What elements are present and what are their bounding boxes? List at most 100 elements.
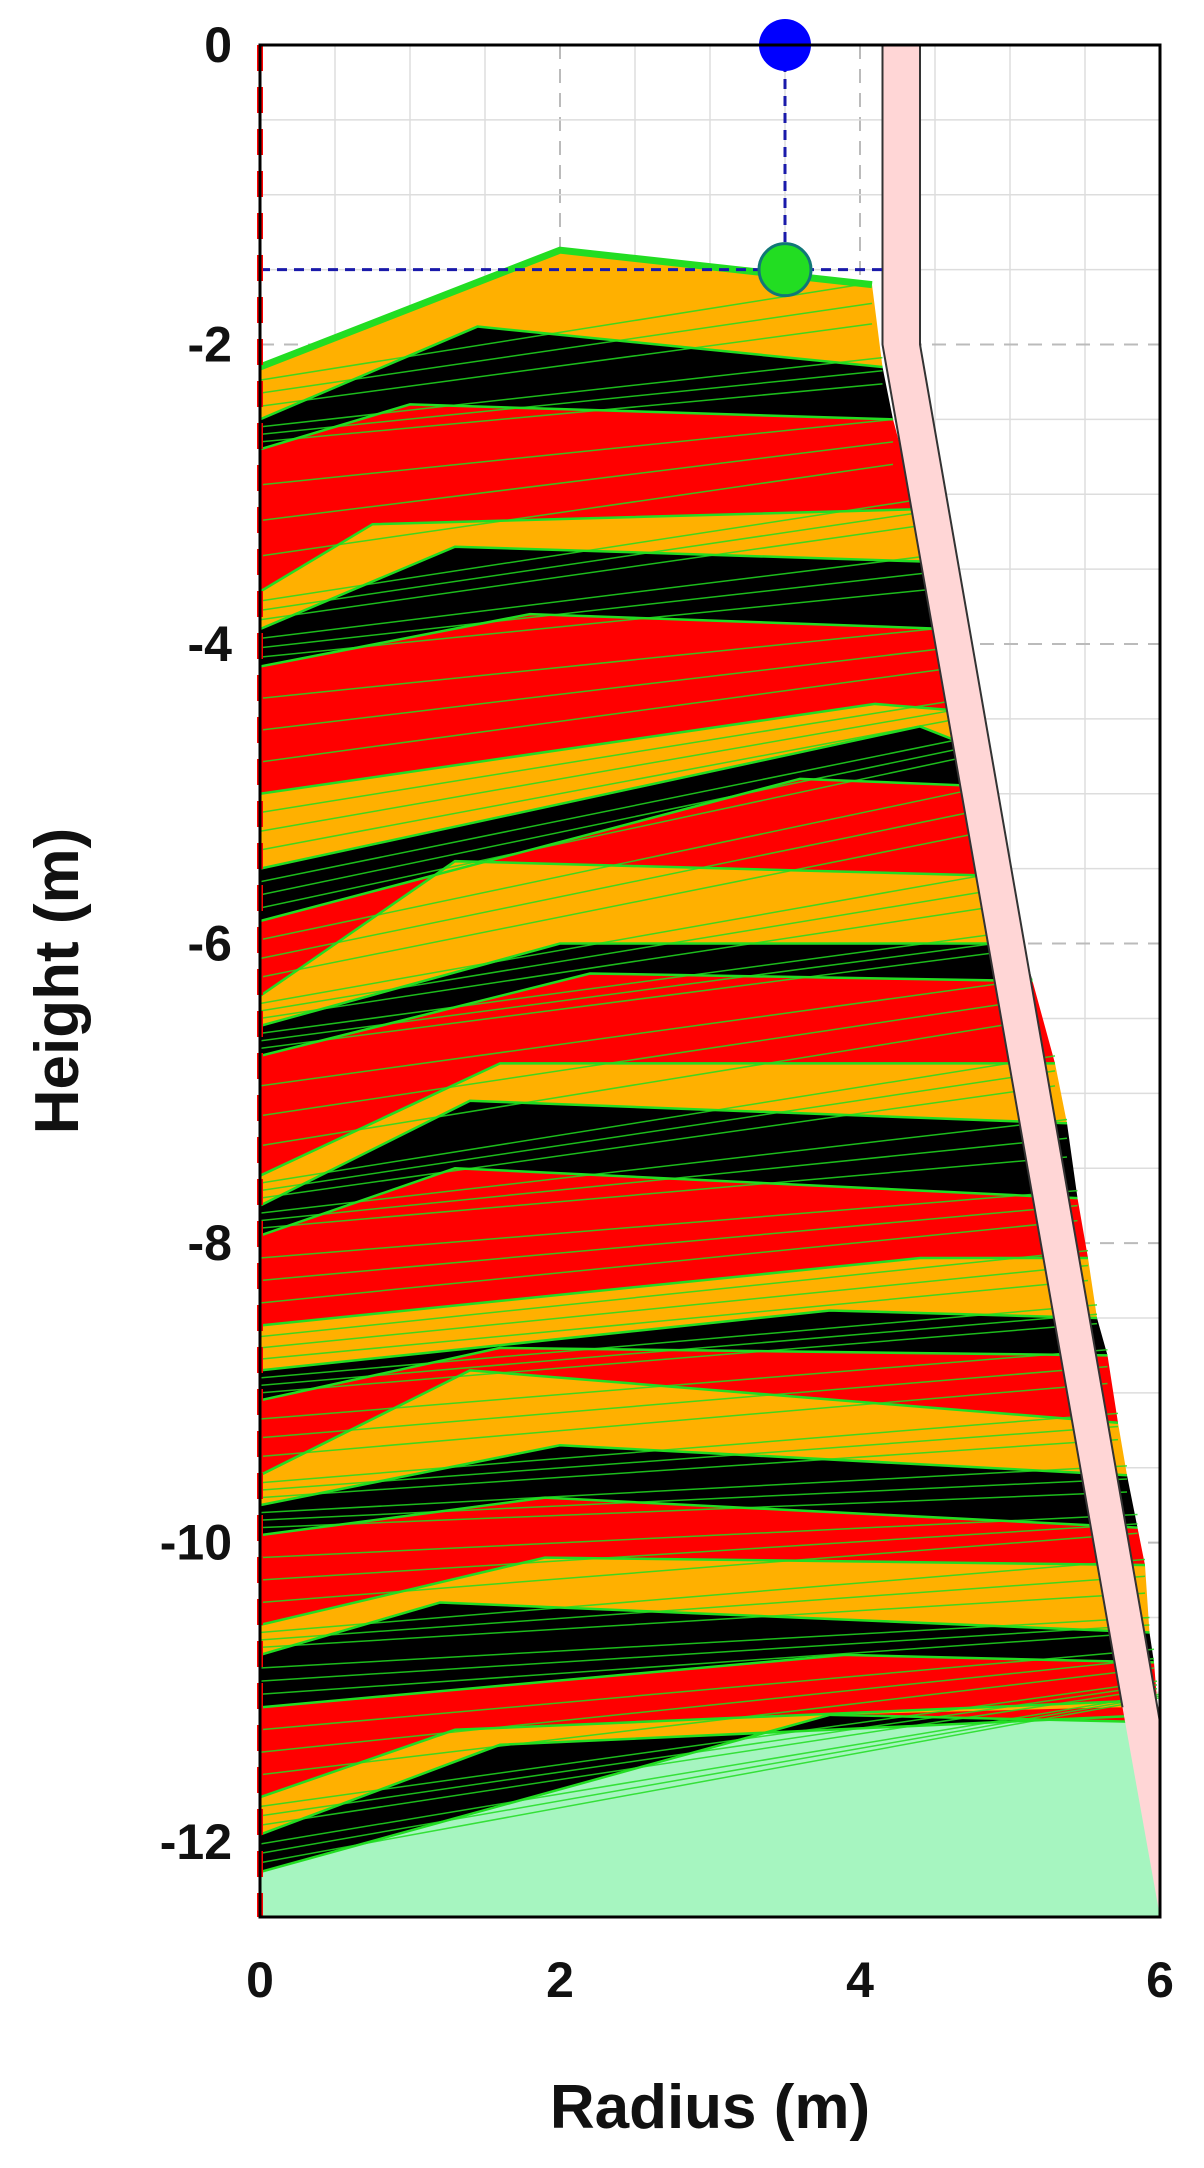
mesh-line [260,744,978,896]
material-layer [260,614,968,794]
material-layer [260,1699,1159,1835]
mesh-line [260,667,951,763]
material-layer [260,778,1010,996]
material-layer [260,973,1055,1176]
mesh-line [260,735,978,883]
plot-border [258,43,1162,1919]
material-layer [260,1557,1150,1655]
material-layer [260,1445,1138,1536]
mesh-line [260,1523,1138,1581]
layer-boundary [260,1099,1068,1207]
mesh-line [260,1219,1078,1304]
mesh-line [260,1412,1119,1484]
layer-boundary [260,942,1022,1028]
mesh-line [260,1085,1056,1199]
mesh-line [260,1491,1128,1529]
y-tick-label: -12 [160,1814,232,1870]
bottom-fill [260,1707,1160,1917]
mesh-line [260,572,928,649]
tick-labels: 0 2 4 6 0 -2 -4 -6 -8 -10 -12 [160,17,1174,2008]
mesh-line [260,1478,1128,1521]
mesh-line [260,1684,1158,1817]
material-layer [260,1602,1154,1708]
mesh-line [260,1575,1146,1641]
mesh-line [260,1322,1098,1394]
mesh-line [260,282,873,381]
mesh-line [260,1624,1150,1682]
mesh-line [260,1631,1150,1695]
x-tick-label: 6 [1146,1952,1174,2008]
mesh-line [260,1365,1108,1439]
mesh-line [260,323,873,408]
mesh-line [260,1156,1068,1229]
mesh-line [260,697,969,814]
mesh-line [260,929,1023,1035]
mesh-line [260,716,969,851]
bottom-region [260,1707,1160,1917]
mesh-line [260,1425,1119,1491]
mesh-line [260,418,894,486]
material-layer [260,1100,1078,1236]
mesh-line [260,1697,1159,1864]
mesh-line [260,1680,1158,1808]
mesh-line [260,1382,1108,1458]
mesh-line [260,1118,1068,1214]
mesh-line [260,1657,1155,1754]
mesh-line [260,1558,1146,1634]
mesh-line [260,785,988,941]
layer-boundary [260,777,988,923]
mesh-line [260,706,969,832]
mesh-line [260,869,1011,1005]
layer-boundary [260,1346,1108,1402]
layer-boundary [260,1601,1150,1657]
mesh-line [260,1070,1056,1192]
mesh-line [260,1667,1155,1776]
y-tick-label: -6 [188,916,232,972]
x-tick-label: 0 [246,1952,274,2008]
layer-boundary [260,972,1033,1058]
mesh-line [260,1687,1158,1827]
material-layer [260,546,950,667]
layer-boundary [260,1653,1155,1709]
wall-inner-edge [881,45,1124,1708]
x-tick-label: 2 [546,1952,574,2008]
mesh-line [260,1695,1159,1855]
material-layer [260,703,977,869]
material-layer [260,1370,1127,1506]
mesh-line [260,525,918,621]
layer-boundary [260,1062,1055,1177]
layer-boundary [260,859,1011,998]
material-layer [260,943,1033,1056]
material-layer [260,1310,1108,1401]
mesh-line [260,1438,1119,1499]
mesh-line [260,356,883,428]
material-layer [260,1654,1157,1798]
wall [881,45,1160,1917]
mesh-line [260,1304,1098,1379]
x-axis-title: Radius (m) [550,2073,870,2142]
mesh-line [260,903,1011,1020]
mesh-line [260,369,883,436]
mesh-line [260,808,988,960]
mesh-line [260,1055,1056,1184]
mesh-line [260,998,1033,1117]
mesh-line [260,555,928,640]
mesh-line [260,978,1033,1087]
layer-boundary [260,1256,1088,1327]
wall-fill [882,45,1160,1917]
layer-boundary [260,1556,1146,1627]
mesh-line [260,1648,1155,1731]
mesh-line [260,1592,1146,1649]
marker-ring [757,242,813,298]
layer-boundary [260,612,951,668]
material-layer [260,1497,1145,1625]
material-layers [260,246,1160,1874]
mesh-line [260,1019,1033,1147]
y-tick-label: -4 [188,616,233,672]
mesh-line [260,647,951,731]
y-tick-label: 0 [204,17,232,73]
layer-boundary [260,1496,1138,1537]
layer-boundary [260,1713,1160,1874]
mesh-line [260,626,951,700]
